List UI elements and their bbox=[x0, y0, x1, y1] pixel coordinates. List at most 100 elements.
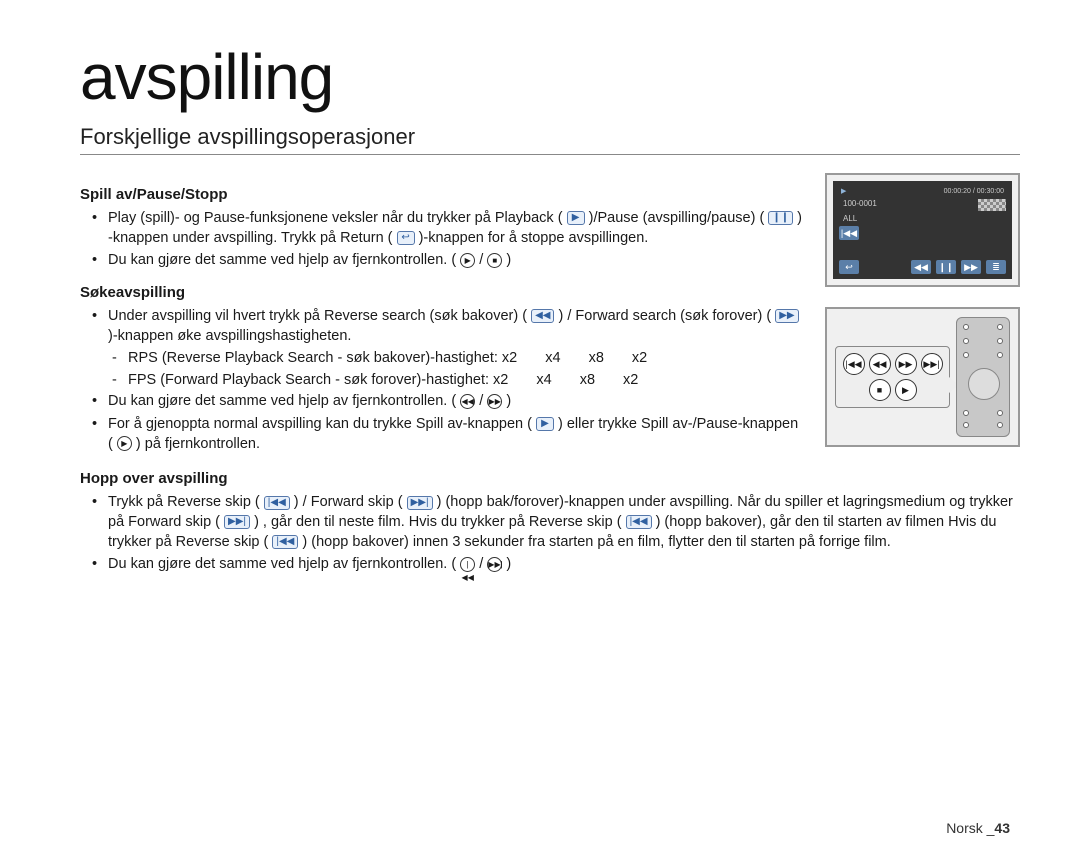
text: For å gjenoppta normal avspilling kan du… bbox=[108, 416, 532, 432]
return-icon: ↩ bbox=[839, 260, 859, 274]
text: )/Pause (avspilling/pause) ( bbox=[589, 210, 765, 226]
remote-dot bbox=[963, 352, 969, 358]
remote-dot bbox=[963, 410, 969, 416]
footer-page: 43 bbox=[994, 820, 1010, 836]
search-bullet-1: Under avspilling vil hvert trykk på Reve… bbox=[80, 307, 805, 346]
text: Du kan gjøre det samme ved hjelp av fjer… bbox=[108, 556, 456, 572]
pause-icon: ❙❙ bbox=[936, 260, 956, 274]
fastforward-icon: ▶▶ bbox=[775, 309, 798, 323]
screen-right-buttons: ◀◀ ❙❙ ▶▶ ≣ bbox=[911, 260, 1006, 274]
remote-body bbox=[956, 317, 1010, 437]
remote-dot bbox=[997, 422, 1003, 428]
screen-illustration: ▶ 00:00:20 / 00:30:00 100-0001 ALL |◀◀ ↩… bbox=[825, 173, 1020, 287]
skip-back-icon: |◀◀ bbox=[626, 515, 652, 529]
skip-fwd-icon: ▶▶| bbox=[224, 515, 250, 529]
remote-playpause-icon: ▶ bbox=[117, 436, 132, 451]
footer-lang: Norsk _ bbox=[946, 820, 994, 836]
screen-all: ALL bbox=[837, 214, 1008, 223]
text: ) / Forward skip ( bbox=[294, 494, 403, 510]
remote-dot bbox=[997, 338, 1003, 344]
text: / bbox=[479, 393, 483, 409]
illustration-column: ▶ 00:00:20 / 00:30:00 100-0001 ALL |◀◀ ↩… bbox=[825, 173, 1020, 447]
text: Trykk på Reverse skip ( bbox=[108, 494, 260, 510]
screen-thumbnail bbox=[978, 199, 1006, 211]
remote-ffw-icon: ▶▶ bbox=[895, 353, 917, 375]
remote-dot bbox=[997, 324, 1003, 330]
play-heading: Spill av/Pause/Stopp bbox=[80, 185, 805, 205]
play-bullet-2: Du kan gjøre det samme ved hjelp av fjer… bbox=[80, 251, 805, 271]
text: x4 bbox=[545, 350, 560, 366]
pause-icon: ❙❙ bbox=[768, 211, 793, 225]
text: )-knappen for å stoppe avspillingen. bbox=[419, 230, 649, 246]
remote-skipfwd-icon: ▶▶| bbox=[921, 353, 943, 375]
text: ) bbox=[506, 556, 511, 572]
text: x4 bbox=[536, 372, 551, 388]
remote-stop-icon: ■ bbox=[869, 379, 891, 401]
section-play-row: Spill av/Pause/Stopp Play (spill)- og Pa… bbox=[80, 173, 1020, 457]
text: Under avspilling vil hvert trykk på Reve… bbox=[108, 308, 527, 324]
remote-play-icon: ▶ bbox=[460, 253, 475, 268]
skip-back-icon: |◀◀ bbox=[839, 226, 859, 240]
play-bullet-1: Play (spill)- og Pause-funksjonene veksl… bbox=[80, 209, 805, 248]
text: x8 bbox=[580, 372, 595, 388]
remote-dot bbox=[963, 338, 969, 344]
screen-skip-back: |◀◀ bbox=[839, 223, 859, 241]
text: ) / Forward search (søk forover) ( bbox=[558, 308, 771, 324]
text: ) (hopp bakover) innen 3 sekunder fra st… bbox=[302, 534, 890, 550]
search-heading: Søkeavspilling bbox=[80, 283, 805, 303]
text: x2 bbox=[632, 350, 647, 366]
text: ) bbox=[506, 252, 511, 268]
remote-dot bbox=[997, 352, 1003, 358]
remote-dpad bbox=[968, 368, 1000, 400]
text: Du kan gjøre det samme ved hjelp av fjer… bbox=[108, 252, 456, 268]
remote-play-icon: ▶ bbox=[895, 379, 917, 401]
section-skip: Hopp over avspilling Trykk på Reverse sk… bbox=[80, 469, 1020, 575]
section-play-text: Spill av/Pause/Stopp Play (spill)- og Pa… bbox=[80, 173, 805, 457]
rewind-icon: ◀◀ bbox=[531, 309, 554, 323]
text: FPS (Forward Playback Search - søk forov… bbox=[128, 372, 508, 388]
screen-play-indicator: ▶ bbox=[841, 187, 846, 195]
remote-dot bbox=[963, 324, 969, 330]
skip-back-icon: |◀◀ bbox=[272, 535, 298, 549]
page-subtitle: Forskjellige avspillingsoperasjoner bbox=[80, 124, 1020, 155]
skip-bullet-2: Du kan gjøre det samme ved hjelp av fjer… bbox=[80, 555, 1020, 575]
screen-inner: ▶ 00:00:20 / 00:30:00 100-0001 ALL |◀◀ ↩… bbox=[833, 181, 1012, 279]
fps-speed: FPS (Forward Playback Search - søk forov… bbox=[80, 371, 805, 391]
text: / bbox=[479, 556, 483, 572]
remote-rew-icon: ◀◀ bbox=[869, 353, 891, 375]
screen-time: 00:00:20 / 00:30:00 bbox=[944, 188, 1004, 195]
text: x2 bbox=[623, 372, 638, 388]
skip-back-icon: |◀◀ bbox=[264, 496, 290, 510]
search-bullet-3: For å gjenoppta normal avspilling kan du… bbox=[80, 415, 805, 454]
text: x8 bbox=[589, 350, 604, 366]
remote-ffw-icon: ▶▶ bbox=[487, 394, 502, 409]
remote-illustration: |◀◀ ◀◀ ▶▶ ▶▶| ■ ▶ bbox=[825, 307, 1020, 447]
text: RPS (Reverse Playback Search - søk bakov… bbox=[128, 350, 517, 366]
remote-skipback-icon: |◀◀ bbox=[843, 353, 865, 375]
text: ) bbox=[506, 393, 511, 409]
text: )-knappen øke avspillingshastigheten. bbox=[108, 328, 351, 344]
remote-rew-icon: ◀◀ bbox=[460, 394, 475, 409]
text: Play (spill)- og Pause-funksjonene veksl… bbox=[108, 210, 563, 226]
text: / bbox=[479, 252, 483, 268]
remote-skipback-icon: |◀◀ bbox=[460, 557, 475, 572]
screen-topbar: ▶ 00:00:20 / 00:30:00 bbox=[837, 185, 1008, 197]
skip-fwd-icon: ▶▶| bbox=[407, 496, 433, 510]
page-title: avspilling bbox=[80, 40, 1020, 114]
search-bullet-2: Du kan gjøre det samme ved hjelp av fjer… bbox=[80, 392, 805, 412]
list-icon: ≣ bbox=[986, 260, 1006, 274]
remote-stop-icon: ■ bbox=[487, 253, 502, 268]
play-icon: ▶ bbox=[536, 417, 554, 431]
fastforward-icon: ▶▶ bbox=[961, 260, 981, 274]
page-footer: Norsk _43 bbox=[946, 820, 1010, 836]
skip-heading: Hopp over avspilling bbox=[80, 469, 1020, 489]
skip-bullet-1: Trykk på Reverse skip ( |◀◀ ) / Forward … bbox=[80, 493, 1020, 552]
screen-left-buttons: ↩ bbox=[839, 260, 859, 274]
rewind-icon: ◀◀ bbox=[911, 260, 931, 274]
remote-dot bbox=[997, 410, 1003, 416]
return-icon: ↩ bbox=[397, 231, 415, 245]
play-icon: ▶ bbox=[567, 211, 585, 225]
remote-callout: |◀◀ ◀◀ ▶▶ ▶▶| ■ ▶ bbox=[835, 346, 950, 408]
remote-dot bbox=[963, 422, 969, 428]
remote-skipfwd-icon: ▶▶| bbox=[487, 557, 502, 572]
